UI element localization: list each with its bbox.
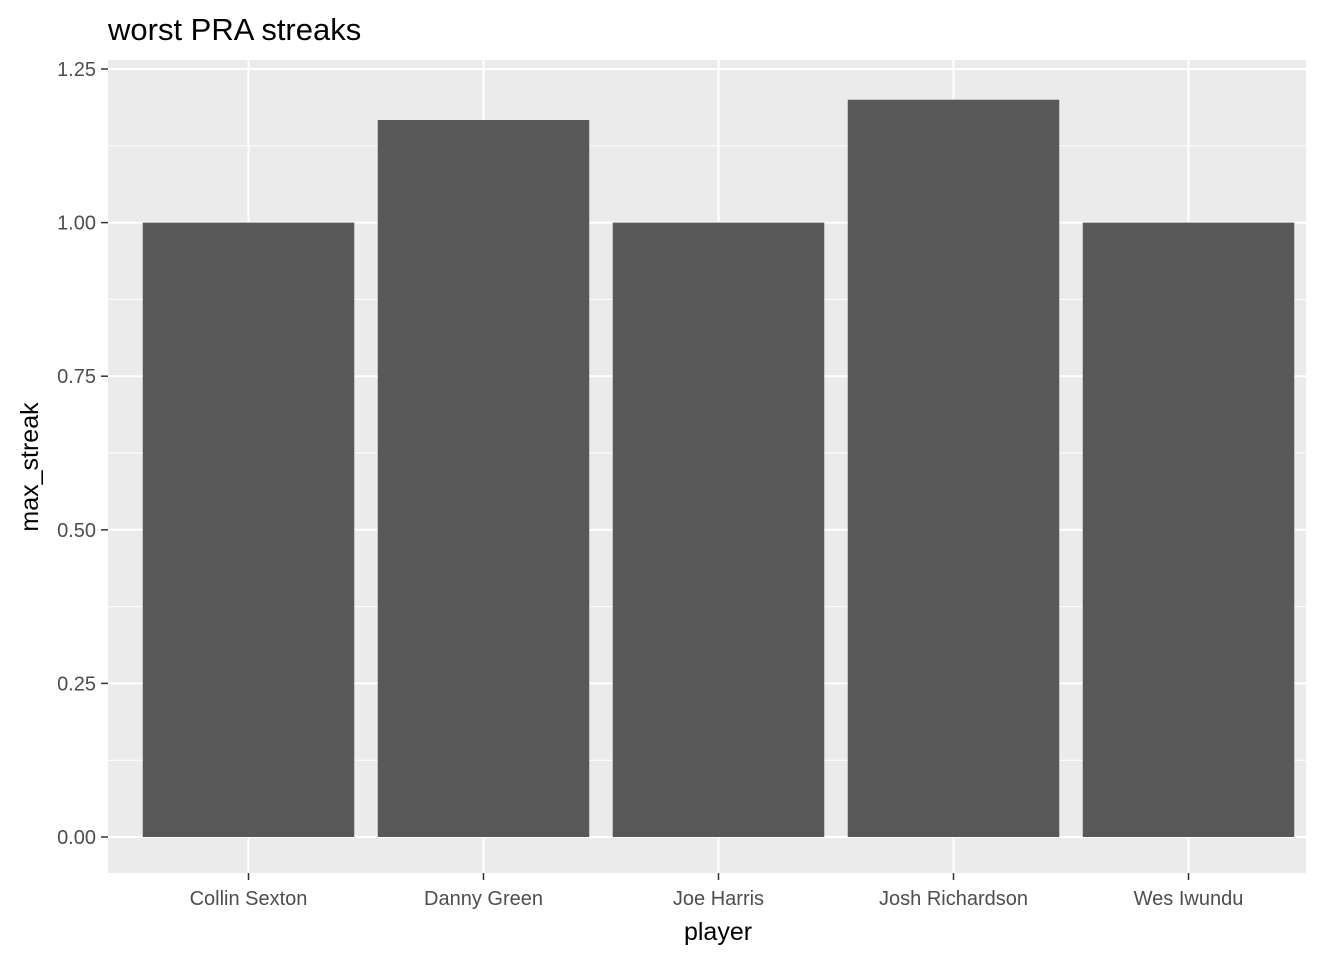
y-tick-label: 0.00 bbox=[57, 827, 96, 849]
bars bbox=[142, 99, 1295, 838]
x-tick-label: Josh Richardson bbox=[879, 888, 1028, 910]
chart-title: worst PRA streaks bbox=[107, 12, 361, 47]
x-axis-title: player bbox=[684, 918, 752, 946]
y-tick-label: 1.25 bbox=[57, 59, 96, 81]
bar bbox=[142, 222, 355, 838]
y-tick-label: 0.25 bbox=[57, 673, 96, 695]
x-tick-label: Joe Harris bbox=[673, 888, 764, 910]
x-tick-label: Wes Iwundu bbox=[1134, 888, 1244, 910]
bar bbox=[847, 99, 1060, 838]
bar bbox=[1082, 222, 1295, 838]
y-tick-label: 1.00 bbox=[57, 213, 96, 235]
y-tick-label: 0.75 bbox=[57, 366, 96, 388]
x-axis: Collin Sexton Danny Green Joe Harris Josh R… bbox=[190, 873, 1244, 910]
x-tick-label: Collin Sexton bbox=[190, 888, 308, 910]
x-tick-label: Danny Green bbox=[424, 888, 543, 910]
y-tick-label: 0.50 bbox=[57, 520, 96, 542]
y-axis: 0.00 0.25 0.50 0.75 1.00 1.25 bbox=[57, 59, 108, 849]
bar bbox=[377, 119, 590, 838]
y-axis-title: max_streak bbox=[16, 402, 44, 532]
bar bbox=[612, 222, 825, 838]
